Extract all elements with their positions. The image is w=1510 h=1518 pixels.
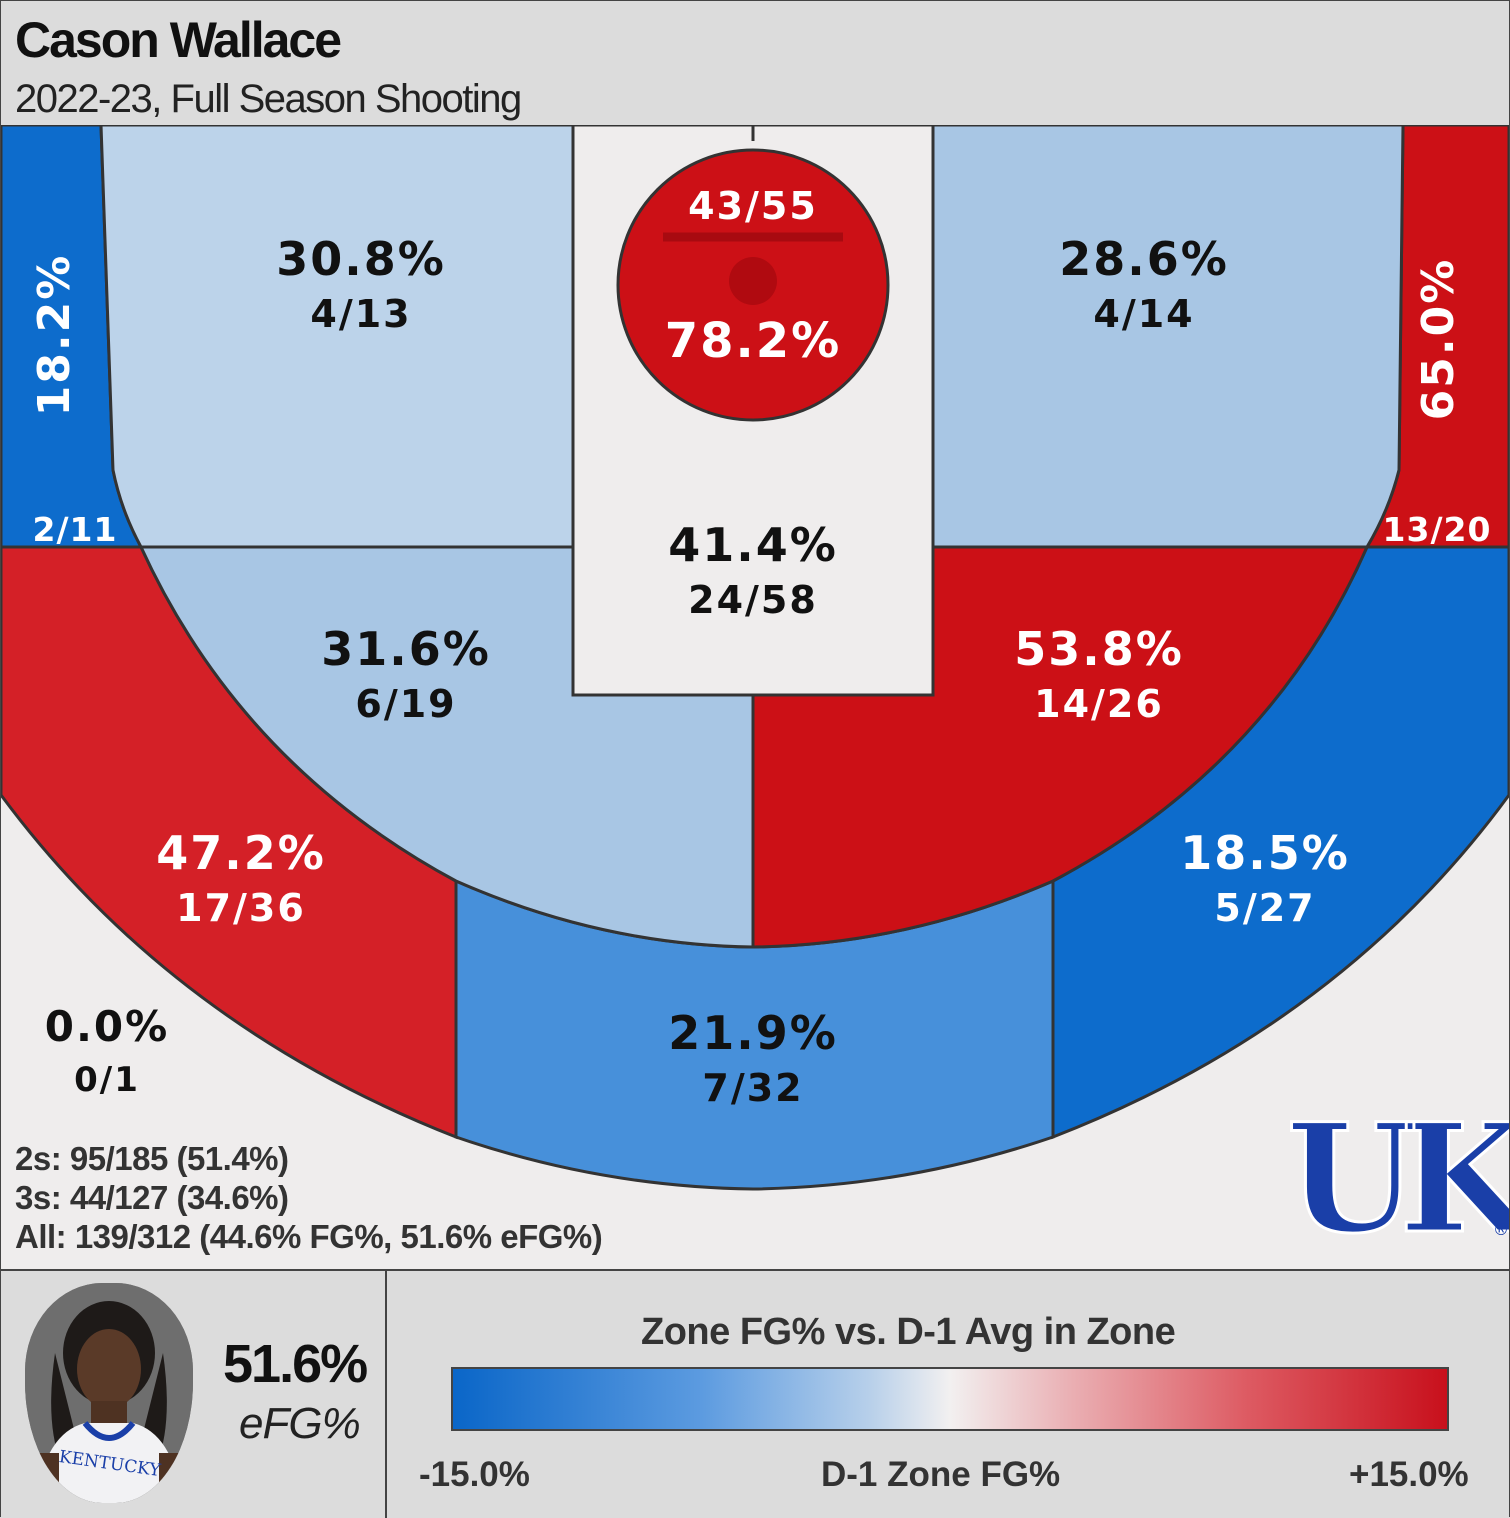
uk-logo-icon: UK ® (1285, 1090, 1509, 1269)
legend-gradient-bar (451, 1367, 1449, 1431)
left-midrange-made-att: 6/19 (355, 682, 456, 726)
left-wing-three-pct: 47.2% (156, 826, 326, 880)
legend-title: Zone FG% vs. D-1 Avg in Zone (641, 1311, 1176, 1353)
registered-mark: ® (1493, 1220, 1509, 1239)
player-photo: KENTUCKY (25, 1283, 193, 1503)
top-three-made-att: 7/32 (702, 1066, 803, 1110)
all-summary: All: 139/312 (44.6% FG%, 51.6% eFG%) (15, 1218, 603, 1255)
deep-pct: 0.0% (45, 1002, 169, 1051)
footer-panel: KENTUCKY 51.6% eFG% Zone FG% vs. D-1 Avg… (1, 1269, 1509, 1518)
legend-min-label: -15.0% (419, 1455, 530, 1494)
left-corner-three-made-att: 2/11 (33, 510, 118, 549)
twos-summary: 2s: 95/185 (51.4%) (15, 1140, 289, 1177)
right-short-corner-pct: 28.6% (1059, 232, 1229, 286)
hoop-mark (729, 257, 777, 305)
rim-pct: 78.2% (665, 313, 842, 369)
left-short-corner-made-att: 4/13 (310, 292, 411, 336)
zone-right-short-corner (931, 125, 1405, 549)
chart-header: Cason Wallace 2022-23, Full Season Shoot… (1, 1, 1509, 125)
left-midrange-pct: 31.6% (321, 622, 491, 676)
zone-left-short-corner (99, 125, 575, 549)
legend-mid-label: D-1 Zone FG% (821, 1455, 1061, 1494)
paint-made-att: 24/58 (688, 578, 818, 622)
top-three-pct: 21.9% (668, 1006, 838, 1060)
efg-value: 51.6% (223, 1334, 368, 1394)
paint-pct: 41.4% (668, 518, 838, 572)
threes-summary: 3s: 44/127 (34.6%) (15, 1179, 289, 1216)
rim-made-att: 43/55 (688, 184, 818, 228)
legend-max-label: +15.0% (1349, 1455, 1469, 1494)
left-corner-three-pct: 18.2% (29, 254, 80, 417)
right-midrange-pct: 53.8% (1014, 622, 1184, 676)
player-panel: KENTUCKY 51.6% eFG% (1, 1271, 387, 1518)
right-corner-three-pct: 65.0% (1413, 258, 1464, 421)
right-midrange-made-att: 14/26 (1034, 682, 1164, 726)
right-corner-three-made-att: 13/20 (1383, 510, 1492, 549)
player-name-title: Cason Wallace (15, 12, 342, 68)
efg-label: eFG% (239, 1399, 361, 1448)
zone-left-midrange (138, 545, 755, 949)
left-wing-three-made-att: 17/36 (176, 886, 306, 930)
shot-chart-court: 43/55 78.2% 41.4% 24/58 30.8% 4/13 28.6%… (1, 125, 1509, 1269)
season-subtitle: 2022-23, Full Season Shooting (15, 77, 522, 121)
left-short-corner-pct: 30.8% (276, 232, 446, 286)
right-short-corner-made-att: 4/14 (1093, 292, 1194, 336)
right-wing-three-made-att: 5/27 (1214, 886, 1315, 930)
deep-made-att: 0/1 (74, 1060, 140, 1100)
zone-right-midrange (751, 545, 1370, 949)
shooting-summary: 2s: 95/185 (51.4%) 3s: 44/127 (34.6%) Al… (15, 1139, 603, 1256)
uk-logo-text: UK (1286, 1091, 1509, 1267)
right-wing-three-pct: 18.5% (1180, 826, 1350, 880)
